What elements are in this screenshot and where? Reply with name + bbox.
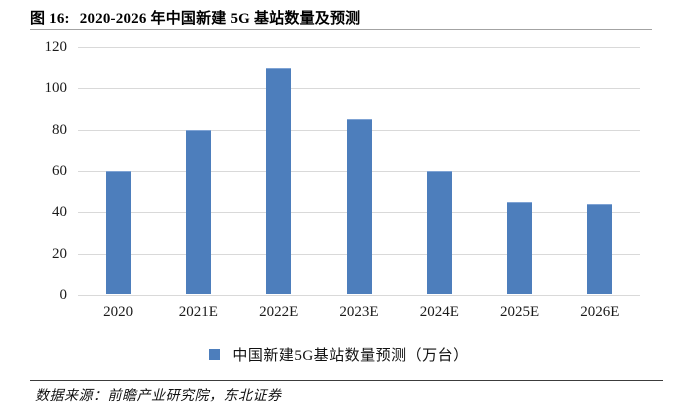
figure-title-row: 图 16: 2020-2026 年中国新建 5G 基站数量及预测 (30, 7, 360, 28)
x-axis-tick-label: 2025E (500, 304, 540, 320)
legend-label: 中国新建5G基站数量预测（万台） (232, 348, 469, 364)
footer-separator (30, 380, 663, 381)
figure-title: 2020-2026 年中国新建 5G 基站数量及预测 (79, 11, 361, 27)
bar-2025E (507, 202, 533, 294)
bar-2022E (266, 67, 292, 294)
bar-2023E (346, 119, 372, 294)
gridline-0 (78, 295, 640, 296)
bar-2026E (587, 204, 613, 294)
y-axis-tick-label: 100 (44, 80, 68, 97)
bar-2021E (185, 129, 211, 294)
legend-color-swatch (209, 349, 221, 360)
data-source-note: 数据来源：前瞻产业研究院，东北证券 (35, 389, 282, 404)
x-axis-tick-label: 2022E (259, 304, 299, 320)
y-axis-tick-label: 120 (44, 39, 68, 55)
y-axis-tick-label: 60 (52, 163, 67, 179)
x-axis-tick-label: 2023E (339, 304, 379, 320)
gridline-120 (78, 47, 640, 48)
figure-number-label: 图 16: (30, 11, 70, 27)
y-axis-tick-label: 40 (52, 204, 67, 221)
y-axis-tick-label: 20 (52, 245, 67, 262)
x-axis-tick-label: 2026E (580, 304, 620, 320)
bar-2024E (426, 171, 452, 294)
y-axis-tick-label: 80 (52, 121, 67, 138)
gridline-100 (78, 88, 640, 90)
bar-chart: 0 20 40 60 80 100 120 2020 2021E 2022E 2023E 2024E 2… (44, 39, 640, 320)
y-axis-tick-label: 0 (59, 287, 68, 303)
x-axis-tick-label: 2021E (178, 304, 218, 320)
title-underline (30, 29, 652, 30)
bar-2020 (105, 171, 131, 294)
x-axis-tick-label: 2024E (419, 304, 459, 320)
chart-legend: 中国新建5G基站数量预测（万台） (0, 344, 678, 365)
x-axis-tick-label: 2020 (103, 304, 134, 320)
